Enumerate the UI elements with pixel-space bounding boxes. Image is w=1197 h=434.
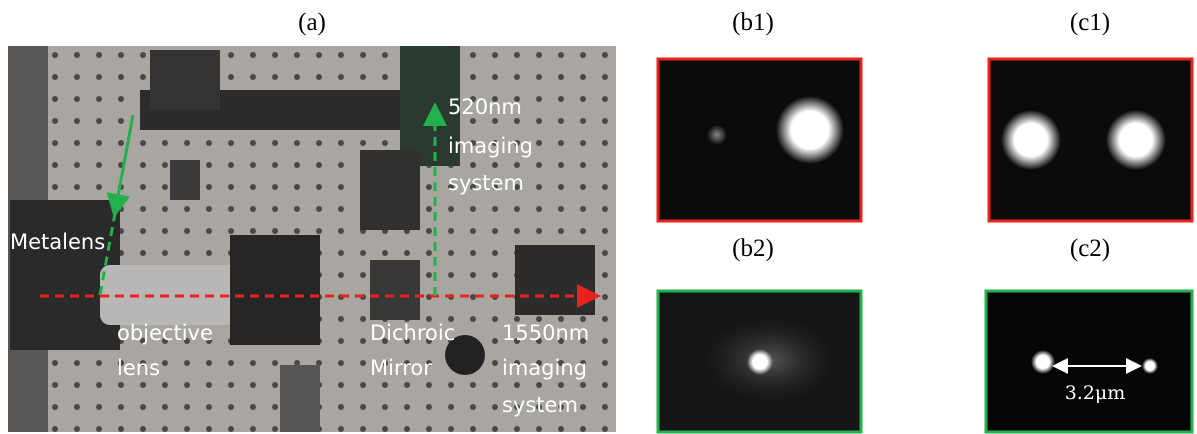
image-c2: 3.2μm [986, 291, 1192, 432]
annotation: lens [117, 356, 160, 380]
figure: (a) (b1) (c1) (b2) (c2) 520nm imaging sy… [0, 0, 1197, 434]
panel-label: (c2) [1070, 235, 1110, 262]
annotation: system [502, 393, 578, 417]
annotation: 1550nm [502, 321, 589, 345]
annotation: Mirror [370, 356, 432, 380]
annotation: imaging [448, 134, 533, 158]
annotation: system [448, 171, 524, 195]
annotation: imaging [502, 356, 587, 380]
annotation: Metalens [10, 230, 105, 254]
scale-label: 3.2μm [1065, 382, 1126, 404]
panel-label: (b1) [732, 9, 774, 36]
panel-label: (c1) [1070, 9, 1110, 36]
image-c1 [989, 59, 1192, 221]
annotation: 520nm [448, 95, 522, 119]
annotation: objective [117, 321, 213, 345]
panel-label: (a) [298, 9, 326, 36]
image-b2 [658, 291, 861, 432]
panel-label: (b2) [732, 235, 774, 262]
annotation: Dichroic [370, 321, 455, 345]
image-b1 [658, 59, 861, 221]
